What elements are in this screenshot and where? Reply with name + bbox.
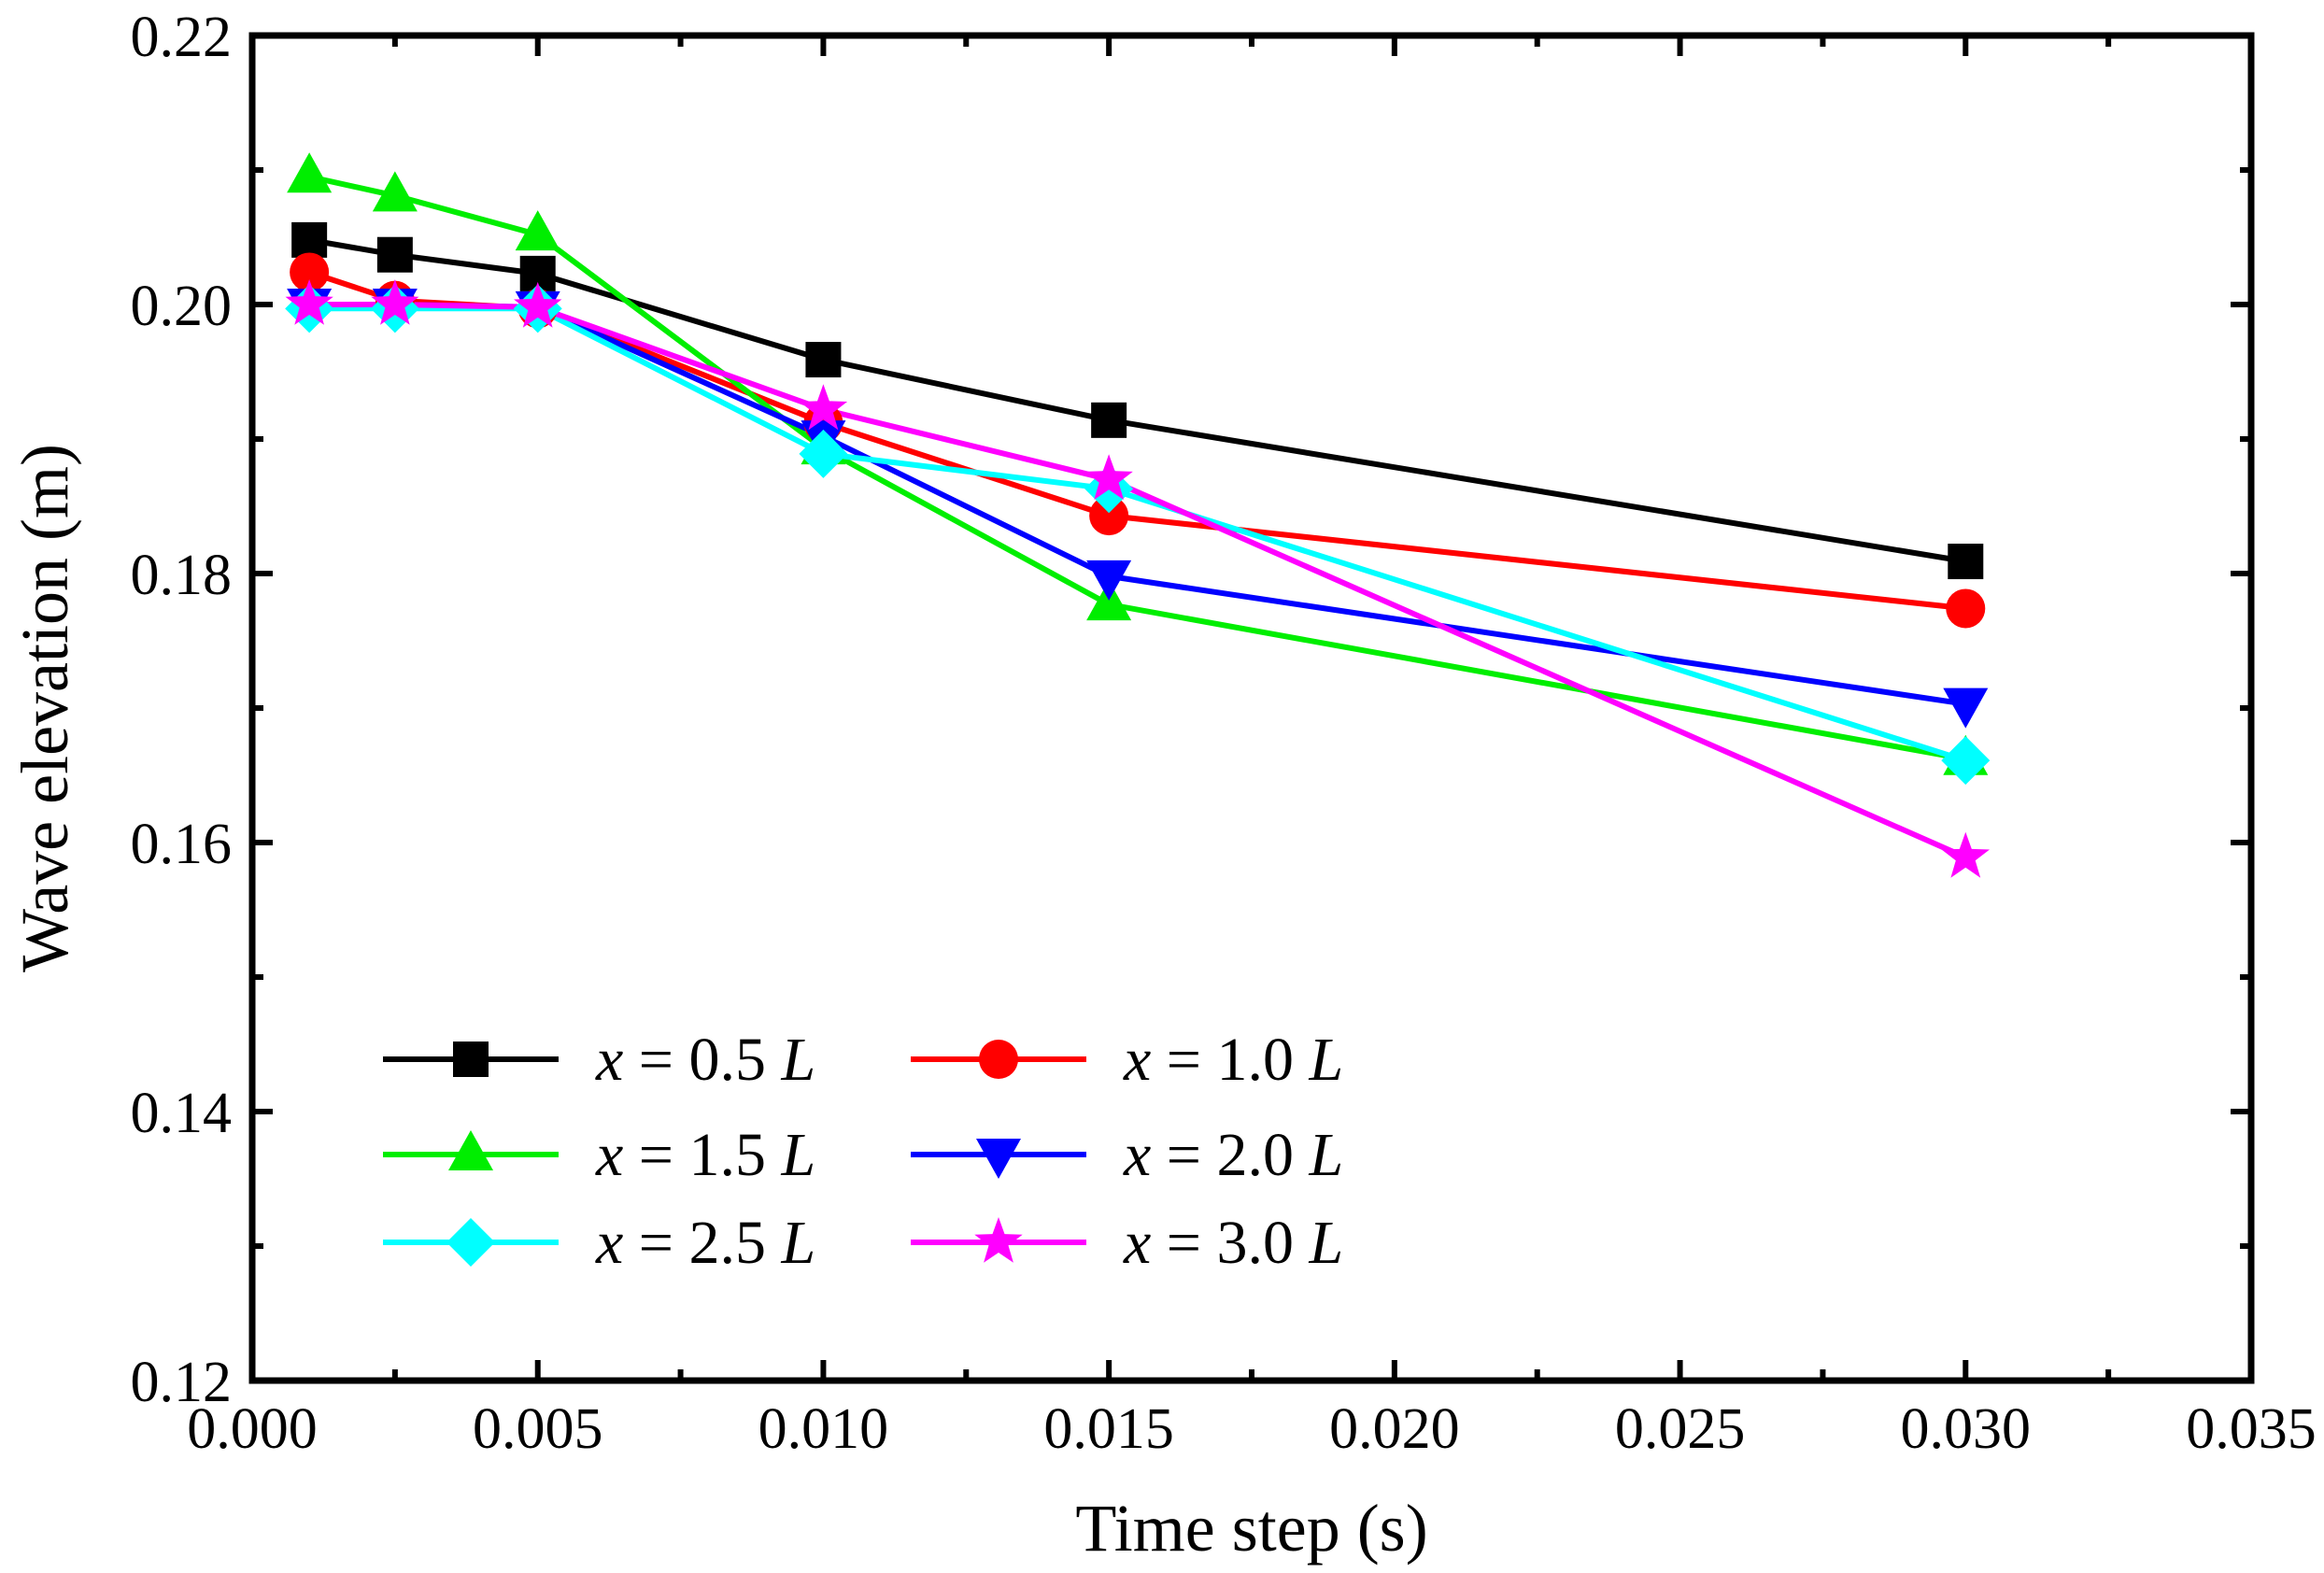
legend-marker <box>446 1218 495 1267</box>
series-line-s10 <box>308 269 1966 612</box>
legend-label: x = 2.0 L <box>1123 1121 1343 1189</box>
legend-label: x = 3.0 L <box>1123 1209 1343 1277</box>
legend-marker <box>453 1042 489 1077</box>
x-tick-label: 0.000 <box>187 1397 318 1461</box>
y-tick-label: 0.14 <box>131 1082 233 1145</box>
x-tick-label: 0.010 <box>758 1397 889 1461</box>
data-point-s25 <box>1941 736 1991 786</box>
x-tick-label: 0.005 <box>473 1397 603 1461</box>
data-point-s25 <box>799 429 848 478</box>
legend-marker <box>979 1040 1018 1079</box>
data-point-s30 <box>799 384 848 431</box>
data-point-s15 <box>287 152 333 193</box>
data-point-s30 <box>1941 831 1990 878</box>
data-point-s15 <box>515 210 560 251</box>
legend-marker <box>448 1130 493 1170</box>
data-point-s30 <box>1084 454 1133 500</box>
data-point-s30 <box>514 281 562 328</box>
legend-label: x = 2.5 L <box>595 1209 815 1277</box>
legend-entry-s15: x = 1.5 L <box>383 1121 815 1189</box>
data-point-s30 <box>371 279 419 325</box>
data-point-s05 <box>805 342 842 378</box>
legend-marker <box>976 1139 1021 1179</box>
data-point-s05 <box>376 236 413 273</box>
data-point-s10 <box>1946 588 1986 629</box>
data-point-s05 <box>1948 544 1984 580</box>
series-line-s25 <box>309 305 1967 764</box>
y-tick-label: 0.18 <box>131 544 233 607</box>
x-tick-label: 0.035 <box>2186 1397 2317 1461</box>
legend-label: x = 1.5 L <box>595 1121 815 1189</box>
y-axis-title: Wave elevation (m) <box>7 444 82 972</box>
series-line-s15 <box>308 174 1966 762</box>
data-point-s05 <box>291 221 328 258</box>
x-axis-title: Time step (s) <box>1075 1491 1427 1566</box>
legend-entry-s20: x = 2.0 L <box>911 1121 1343 1189</box>
y-tick-label: 0.20 <box>131 275 233 338</box>
x-tick-label: 0.030 <box>1901 1397 2032 1461</box>
legend-label: x = 0.5 L <box>595 1026 815 1094</box>
legend-entry-s10: x = 1.0 L <box>911 1026 1343 1094</box>
legend-label: x = 1.0 L <box>1123 1026 1343 1094</box>
data-point-s20 <box>1086 560 1132 601</box>
y-tick-label: 0.12 <box>131 1351 233 1414</box>
x-tick-label: 0.020 <box>1329 1397 1460 1461</box>
series-line-s20 <box>309 302 1966 707</box>
series-line-s05 <box>308 236 1966 564</box>
data-point-s05 <box>1091 402 1127 438</box>
legend-marker <box>974 1217 1023 1263</box>
x-tick-label: 0.025 <box>1615 1397 1746 1461</box>
data-point-s10 <box>290 252 330 292</box>
y-tick-label: 0.22 <box>131 6 233 69</box>
x-tick-label: 0.015 <box>1043 1397 1174 1461</box>
legend-entry-s05: x = 0.5 L <box>383 1026 815 1094</box>
data-point-s15 <box>372 171 418 212</box>
legend-entry-s30: x = 3.0 L <box>911 1209 1343 1277</box>
y-tick-label: 0.16 <box>131 813 233 876</box>
data-point-s20 <box>1943 687 1989 729</box>
data-point-s10 <box>1089 496 1129 536</box>
legend-entry-s25: x = 2.5 L <box>383 1209 815 1277</box>
data-point-s30 <box>285 279 333 325</box>
